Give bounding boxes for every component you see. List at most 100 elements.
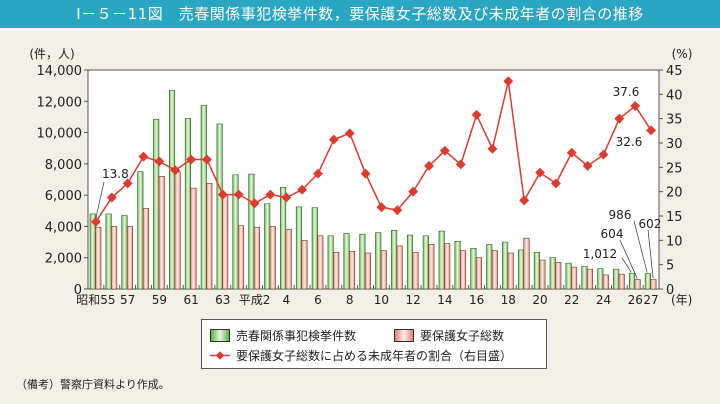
bar-protected-girls <box>333 251 340 290</box>
bar-arrests <box>391 230 398 290</box>
plot-area <box>87 69 660 290</box>
bar-arrests <box>549 257 556 290</box>
bar-protected-girls <box>555 262 562 290</box>
bar-arrests <box>581 266 588 290</box>
x-tick-label: 6 <box>314 293 322 307</box>
bar-arrests <box>517 249 525 290</box>
bar-arrests <box>438 230 445 290</box>
bar-arrests <box>327 235 334 290</box>
line-marker <box>487 143 498 154</box>
bar-protected-girls <box>364 252 371 290</box>
figure-title: Ⅰ－５－11図 売春関係事犯検挙件数，要保護女子総数及び未成年者の割合の推移 <box>0 0 720 31</box>
annotation-leader <box>621 257 632 273</box>
line-marker <box>249 198 260 209</box>
bar-arrests <box>280 187 287 290</box>
y-right-tick-label: 20 <box>666 186 683 201</box>
y-right-tick-label: 35 <box>666 113 683 128</box>
bar-protected-girls <box>539 259 546 290</box>
bar-arrests <box>422 235 429 290</box>
y-right-unit: (%) <box>672 47 693 61</box>
line-marker <box>344 128 355 139</box>
bar-protected-girls <box>142 208 149 290</box>
legend-label: 要保護女子総数 <box>420 329 505 343</box>
annotation-arrests-h27: 986 <box>609 208 632 222</box>
bar-protected-girls <box>174 171 181 290</box>
bar-arrests <box>311 207 318 290</box>
bar-arrests <box>121 215 128 290</box>
line-marker <box>455 159 466 170</box>
x-tick-label: 61 <box>183 293 198 307</box>
annotation-leader <box>633 220 648 273</box>
line-marker <box>646 125 657 136</box>
bar-arrests <box>565 262 572 290</box>
x-unit: (年) <box>671 293 692 307</box>
bar-protected-girls <box>586 268 593 290</box>
line-marker <box>408 186 419 197</box>
bar-arrests <box>264 203 271 290</box>
source-note: （備考）警察庁資料より作成。 <box>16 378 170 391</box>
annotation-protected-h26: 604 <box>601 227 624 241</box>
bar-arrests <box>644 273 651 290</box>
bar-arrests <box>454 240 461 290</box>
y-left-tick-label: 2,000 <box>45 252 82 267</box>
bar-protected-girls <box>650 279 657 290</box>
bar-protected-girls <box>523 237 530 290</box>
bar-protected-girls <box>618 273 625 290</box>
line-marker <box>328 134 339 145</box>
bar-protected-girls <box>95 226 102 290</box>
line-marker <box>376 202 387 213</box>
line-marker <box>614 113 625 124</box>
bar-arrests <box>137 171 144 290</box>
bar-arrests <box>613 268 620 290</box>
x-tick-label: 18 <box>501 293 516 307</box>
legend-item-minor-ratio: 要保護女子総数に占める未成年者の割合（右目盛） <box>210 347 512 364</box>
bar-protected-girls <box>285 229 292 290</box>
y-left-tick-label: 4,000 <box>45 220 82 235</box>
x-tick-label: 27 <box>643 293 658 307</box>
line-marker <box>281 192 292 203</box>
bar-protected-girls <box>269 226 276 290</box>
bar-arrests <box>343 233 350 290</box>
bar-protected-girls <box>444 243 451 290</box>
line-marker <box>106 192 117 203</box>
bar-arrests <box>216 123 223 290</box>
line-marker <box>233 189 244 200</box>
bar-protected-girls <box>237 225 245 290</box>
bar-protected-girls <box>301 240 308 290</box>
annotation-arrests-h26: 1,012 <box>583 247 617 261</box>
bar-protected-girls <box>428 244 435 290</box>
bar-protected-girls <box>317 235 324 290</box>
bar-protected-girls <box>412 251 419 290</box>
line-marker <box>566 147 577 158</box>
bar-arrests <box>406 234 414 290</box>
line-marker <box>582 160 593 171</box>
x-tick-label: 57 <box>120 293 135 307</box>
line-marker <box>154 156 165 167</box>
bar-arrests <box>597 268 604 290</box>
bar-protected-girls <box>206 183 213 290</box>
bar-protected-girls <box>634 279 641 290</box>
bar-arrests <box>502 241 509 290</box>
bar-protected-girls <box>253 226 260 290</box>
line-marker <box>138 151 149 162</box>
y-right-tick-label: 0 <box>666 283 674 298</box>
legend-label: 売春関係事犯検挙件数 <box>236 329 357 343</box>
bar-arrests <box>105 213 112 290</box>
x-tick-label: 26 <box>628 293 643 307</box>
y-left-tick-label: 12,000 <box>37 95 83 110</box>
y-right-tick-label: 25 <box>666 161 683 176</box>
bar-protected-girls <box>571 266 578 290</box>
bar-arrests <box>153 118 160 290</box>
bar-protected-girls <box>475 257 482 290</box>
bar-arrests <box>184 118 191 290</box>
line-marker <box>360 168 371 179</box>
x-tick-label: 24 <box>596 293 611 307</box>
bar-protected-girls <box>602 274 609 290</box>
annotation-ratio-h26: 37.6 <box>613 85 640 99</box>
bar-arrests <box>375 232 382 290</box>
legend: 売春関係事犯検挙件数 要保護女子総数 要保護女子総数に占める未成年者の割合（右目… <box>201 319 547 369</box>
x-tick-label: 16 <box>469 293 484 307</box>
x-tick-label: 22 <box>564 293 579 307</box>
bar-arrests <box>470 248 477 290</box>
